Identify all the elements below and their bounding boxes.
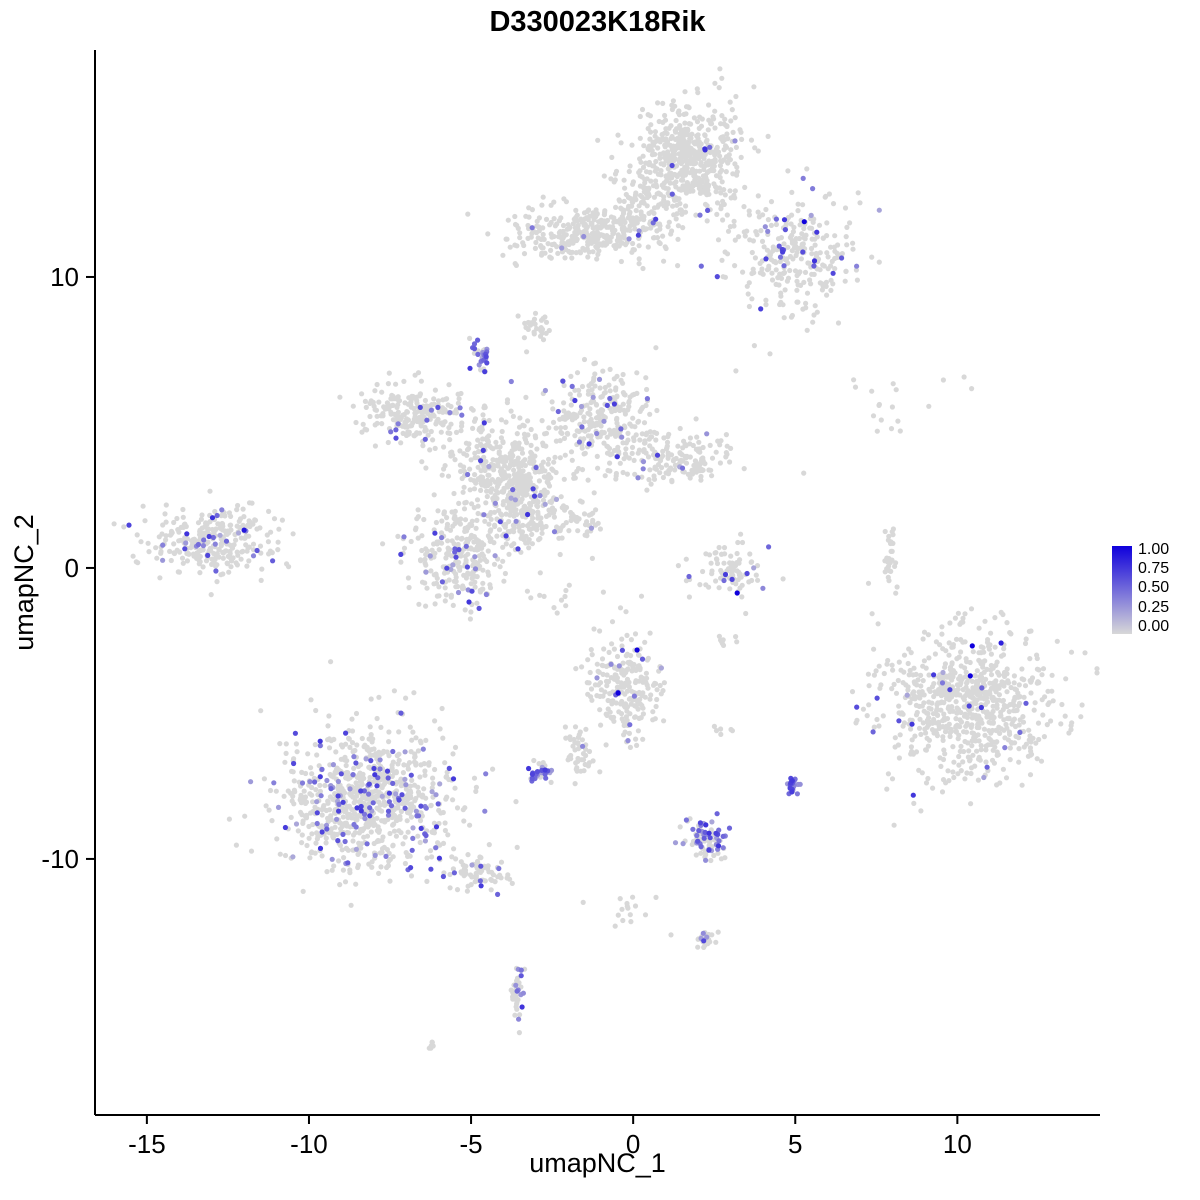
x-axis-label: umapNC_1 — [529, 1148, 666, 1178]
plot-title: D330023K18Rik — [489, 6, 706, 38]
y-tick-label: -10 — [41, 844, 79, 874]
axes-layer: -15 -10 -5 0 5 10 -10 0 10 — [41, 50, 1100, 1159]
x-tick-label: -10 — [290, 1129, 328, 1159]
legend-tick-label: 0.50 — [1138, 579, 1170, 597]
y-tick-label: 0 — [65, 553, 79, 583]
y-axis-label: umapNC_2 — [8, 514, 39, 651]
points-layer — [111, 66, 1100, 1051]
x-tick-label: 0 — [626, 1129, 640, 1159]
legend-gradient-bar — [1112, 546, 1132, 634]
x-tick-label: -5 — [460, 1129, 483, 1159]
legend-tick-labels: 1.00 0.75 0.50 0.25 0.00 — [1138, 540, 1169, 636]
legend-tick-label: 0.00 — [1138, 617, 1170, 635]
x-tick-label: 5 — [788, 1129, 802, 1159]
x-tick-label: 10 — [943, 1129, 972, 1159]
x-tick-label: -15 — [128, 1129, 166, 1159]
legend-tick-label: 0.75 — [1138, 560, 1170, 578]
y-tick-label: 10 — [50, 262, 79, 292]
y-axis-label-container: umapNC_2 — [2, 50, 46, 1115]
legend-tick-label: 0.25 — [1138, 598, 1170, 616]
legend-tick-label: 1.00 — [1138, 541, 1170, 558]
